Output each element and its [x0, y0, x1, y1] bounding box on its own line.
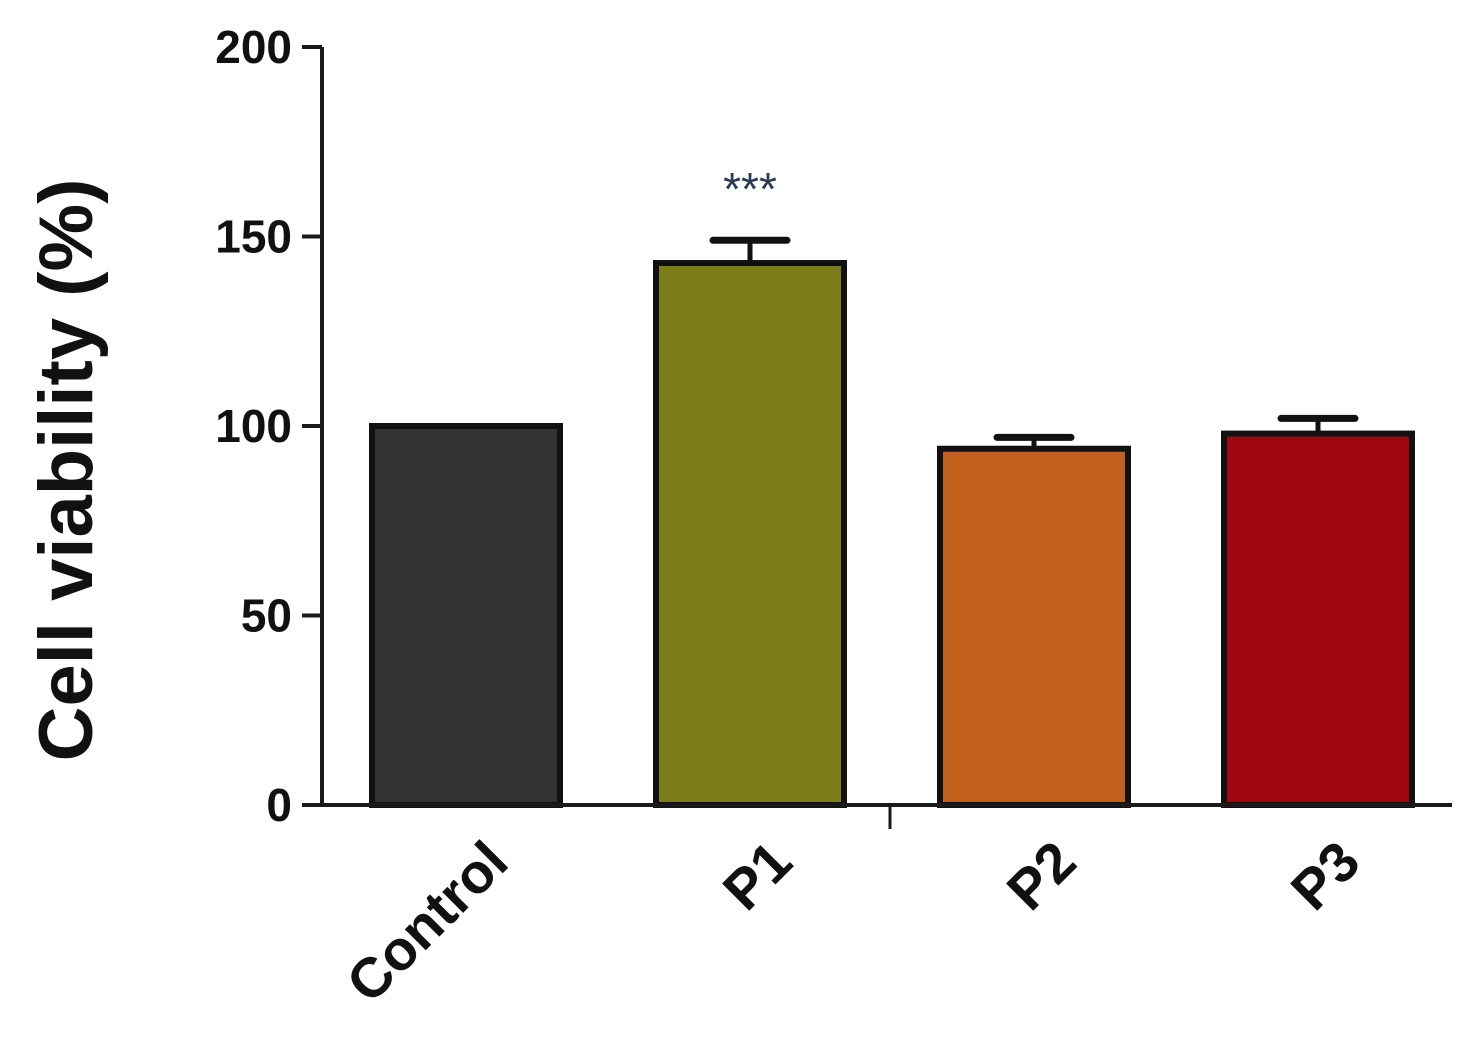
y-tick-label: 50 [241, 590, 292, 642]
bar-control [369, 423, 563, 808]
x-tick-label: P3 [1279, 829, 1372, 922]
x-tick-label: P2 [995, 829, 1088, 922]
x-tick-label: P1 [711, 829, 804, 922]
y-tick-label: 200 [215, 21, 292, 73]
bar-p2 [937, 445, 1131, 808]
y-tick-label: 0 [266, 779, 292, 831]
y-tick-label: 150 [215, 211, 292, 263]
bars: *** [369, 163, 1415, 808]
y-tick-label: 100 [215, 400, 292, 452]
bar-p1 [653, 260, 847, 808]
x-tick-label: Control [334, 829, 519, 1014]
y-axis-title: Cell viability (%) [24, 179, 109, 762]
bar-p3 [1221, 430, 1415, 808]
significance-annotation: *** [723, 163, 777, 215]
y-axis: 0 50 100 150 200 [215, 21, 324, 831]
x-axis: Control P1 P2 P3 [302, 803, 1452, 1014]
